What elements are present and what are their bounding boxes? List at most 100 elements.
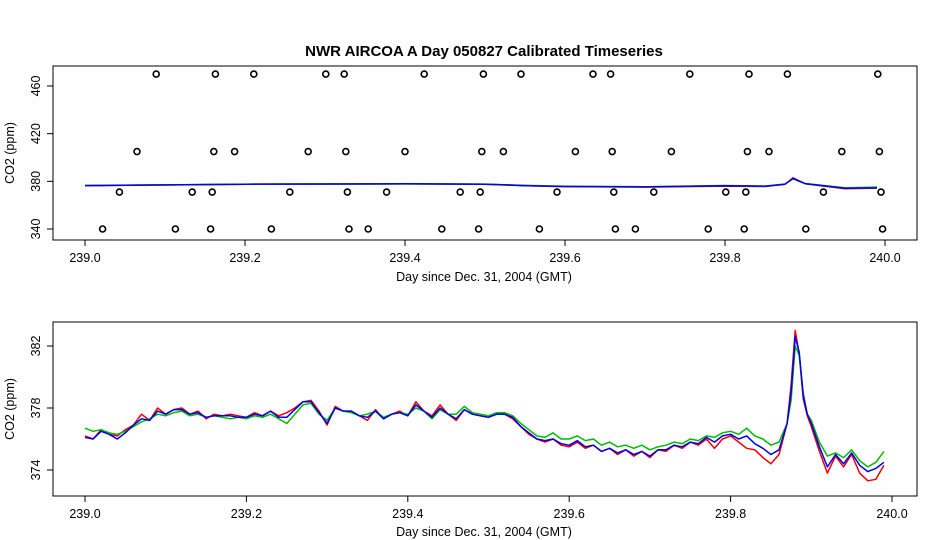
bottom-plot-frame [52, 321, 918, 497]
reference-point [837, 147, 846, 156]
reference-point [208, 188, 216, 196]
top-x-axis-label: Day since Dec. 31, 2004 (GMT) [396, 270, 572, 284]
bottom-series-line-green [84, 345, 885, 468]
reference-point [783, 70, 792, 78]
reference-point [152, 70, 160, 78]
reference-point [589, 70, 597, 78]
bottom-x-tick-label: 239.6 [554, 507, 585, 521]
reference-point [188, 188, 196, 196]
top-x-tick-label: 239.0 [69, 251, 100, 265]
reference-point [267, 225, 276, 233]
bottom-y-tick-label: 378 [29, 398, 43, 419]
reference-point [341, 147, 350, 156]
reference-point [401, 147, 409, 156]
reference-point [343, 188, 352, 196]
top-y-axis: 340 380 420 460 [29, 76, 53, 240]
top-x-axis: 239.0 239.2 239.4 239.6 239.8 240.0 [69, 240, 901, 265]
reference-point [819, 188, 828, 196]
reference-point [606, 70, 615, 78]
bottom-x-axis: 239.0 239.2 239.4 239.6 239.8 240.0 [69, 496, 908, 521]
reference-point [171, 225, 180, 233]
reference-point [611, 225, 620, 233]
top-series-line-blue [84, 177, 878, 189]
bottom-x-tick-label: 239.2 [231, 507, 262, 521]
reference-point [456, 188, 465, 196]
bottom-y-tick-label: 374 [29, 460, 43, 481]
reference-point [685, 70, 694, 78]
reference-point [437, 225, 446, 233]
reference-point [801, 225, 810, 233]
reference-point [250, 70, 258, 78]
reference-point [741, 188, 750, 196]
top-y-tick-label: 340 [29, 219, 43, 240]
top-y-tick-label: 460 [29, 76, 43, 97]
bottom-series-line-red [84, 329, 885, 482]
top-x-tick-label: 239.6 [549, 251, 580, 265]
reference-point [517, 70, 525, 78]
chart-title: NWR AIRCOA A Day 050827 Calibrated Times… [305, 43, 663, 60]
reference-point [345, 225, 353, 233]
reference-point [364, 225, 373, 233]
bottom-panel: 239.0 239.2 239.4 239.6 239.8 240.0 374 378 382… [3, 321, 918, 539]
top-series [84, 177, 878, 190]
reference-point [721, 188, 730, 196]
reference-point [133, 147, 141, 156]
top-x-tick-label: 240.0 [869, 251, 900, 265]
bottom-x-tick-label: 240.0 [876, 507, 907, 521]
top-series-line-red [84, 177, 878, 190]
bottom-x-axis-label: Day since Dec. 31, 2004 (GMT) [396, 525, 572, 539]
bottom-series [84, 329, 885, 482]
bottom-x-tick-label: 239.4 [392, 507, 423, 521]
reference-point [211, 70, 220, 78]
reference-point [704, 225, 713, 233]
reference-point [474, 225, 483, 233]
reference-point [115, 188, 124, 196]
bottom-y-axis-label: CO2 (ppm) [3, 378, 17, 440]
reference-point [499, 147, 508, 156]
top-x-tick-label: 239.4 [389, 251, 420, 265]
reference-point [340, 70, 349, 78]
top-x-tick-label: 239.8 [709, 251, 740, 265]
bottom-y-tick-label: 382 [29, 336, 43, 357]
reference-point [877, 188, 885, 196]
top-reference-points [98, 70, 887, 233]
reference-point [608, 147, 617, 156]
top-y-tick-label: 420 [29, 123, 43, 144]
reference-point [98, 225, 107, 233]
reference-point [649, 188, 658, 196]
reference-point [873, 70, 882, 78]
reference-point [382, 188, 391, 196]
reference-point [321, 70, 330, 78]
reference-point [878, 225, 887, 233]
reference-point [740, 225, 749, 233]
reference-point [765, 147, 773, 156]
reference-point [304, 147, 313, 156]
reference-point [479, 70, 488, 78]
reference-point [476, 188, 485, 196]
reference-point [743, 147, 752, 156]
top-y-tick-label: 380 [29, 171, 43, 192]
top-x-tick-label: 239.2 [229, 251, 260, 265]
reference-point [667, 147, 676, 156]
reference-point [420, 70, 429, 78]
bottom-y-axis: 374 378 382 [29, 336, 53, 481]
reference-point [553, 188, 561, 196]
reference-point [477, 147, 486, 156]
reference-point [631, 225, 640, 233]
reference-point [230, 147, 239, 156]
reference-point [535, 225, 544, 233]
reference-point [745, 70, 753, 78]
reference-point [609, 188, 618, 196]
bottom-x-tick-label: 239.0 [69, 507, 100, 521]
reference-point [571, 147, 580, 156]
reference-point [875, 147, 884, 156]
top-y-axis-label: CO2 (ppm) [3, 122, 17, 184]
bottom-series-line-blue [84, 335, 885, 473]
reference-point [285, 188, 294, 196]
reference-point [206, 225, 215, 233]
top-plot-frame [52, 65, 918, 241]
top-panel: 239.0 239.2 239.4 239.6 239.8 240.0 340 380 420… [3, 65, 918, 284]
bottom-x-tick-label: 239.8 [715, 507, 746, 521]
